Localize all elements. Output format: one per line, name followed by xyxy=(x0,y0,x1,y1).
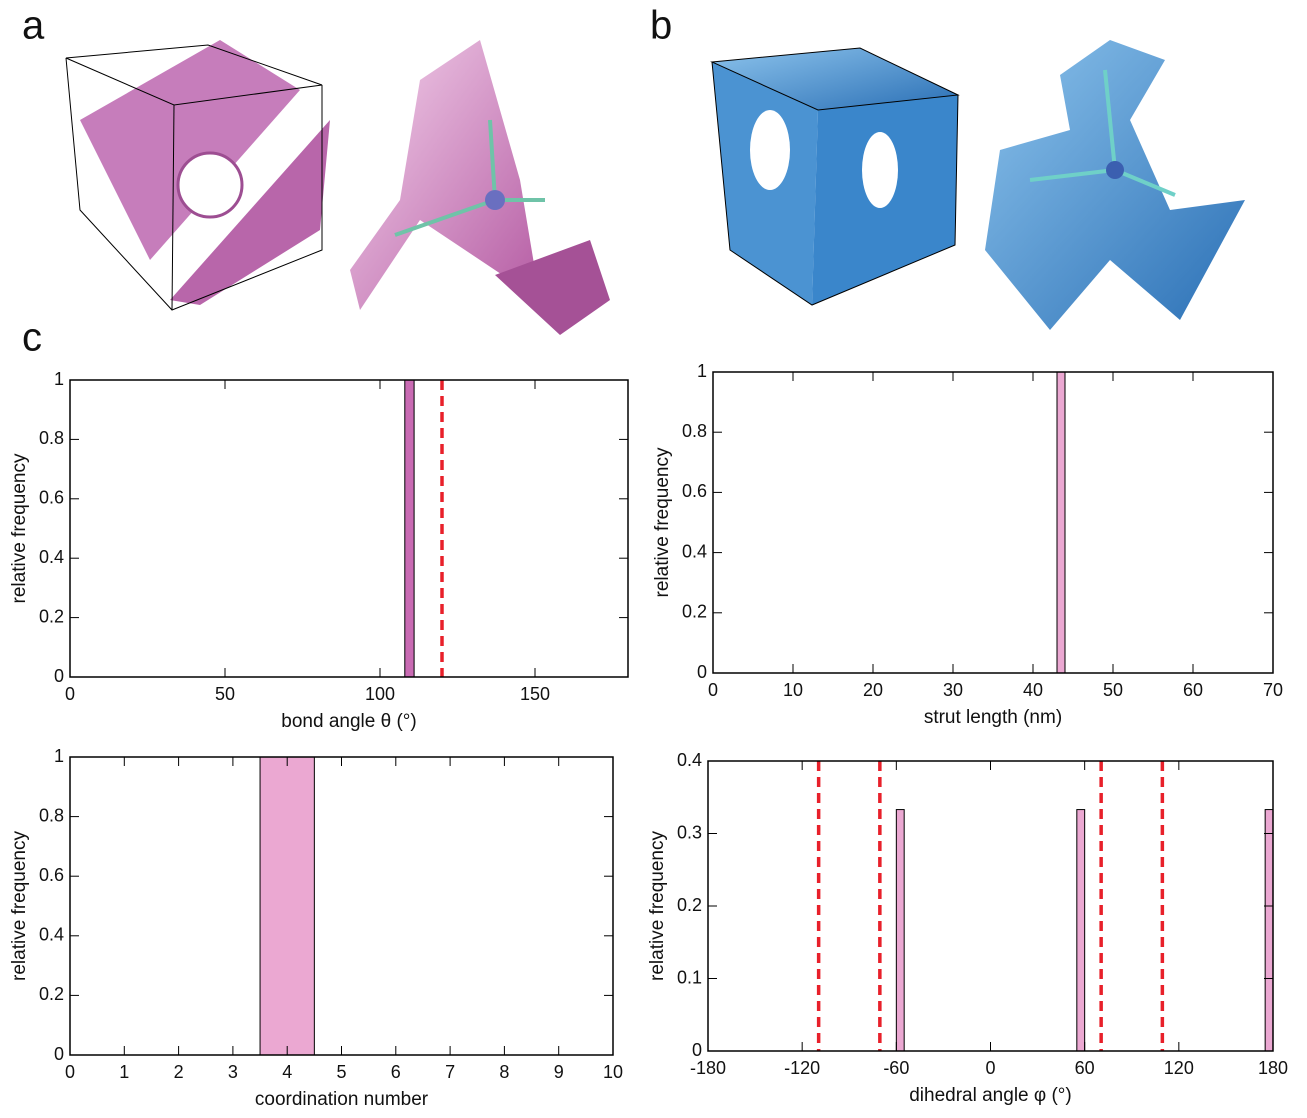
x-tick-label: 180 xyxy=(1258,1058,1288,1078)
x-tick-label: 60 xyxy=(1183,680,1203,700)
x-axis-label: dihedral angle φ (°) xyxy=(909,1085,1072,1106)
y-tick-label: 0.2 xyxy=(39,984,64,1004)
x-tick-label: -120 xyxy=(784,1058,820,1078)
chart: 0 10 20 30 40 50 60 70 0 0.2 0.4 0.6 0.8 1 strut lengt… xyxy=(652,361,1283,728)
x-tick-label: 6 xyxy=(391,1062,401,1082)
y-tick-label: 0.6 xyxy=(682,481,707,501)
y-axis-label: relative frequency xyxy=(652,447,673,597)
y-tick-label: 0.1 xyxy=(677,967,702,987)
x-tick-label: 4 xyxy=(282,1062,292,1082)
x-tick-label: 150 xyxy=(520,684,550,704)
x-tick-label: 0 xyxy=(65,684,75,704)
y-tick-label: 0.8 xyxy=(682,421,707,441)
x-tick-label: -60 xyxy=(883,1058,909,1078)
y-tick-label: 0.6 xyxy=(39,865,64,885)
plot-frame xyxy=(713,372,1273,673)
x-tick-label: 2 xyxy=(174,1062,184,1082)
y-tick-label: 0.2 xyxy=(682,602,707,622)
x-tick-label: 100 xyxy=(365,684,395,704)
panel-label: c xyxy=(22,316,42,360)
render-b-cube xyxy=(712,48,958,305)
y-tick-label: 0 xyxy=(692,1040,702,1060)
page: a b c 05010015000.20.40.60.81bond angle … xyxy=(0,0,1307,1118)
figure: a b c 05010015000.20.40.60.81bond angle … xyxy=(0,0,1307,1118)
y-tick-label: 0.2 xyxy=(677,895,702,915)
bar xyxy=(1265,810,1273,1051)
plot-frame xyxy=(70,380,628,677)
y-tick-label: 0.4 xyxy=(39,925,64,945)
plot-frame xyxy=(708,761,1273,1051)
y-axis-label: relative frequency xyxy=(9,453,30,603)
y-tick-label: 1 xyxy=(54,746,64,766)
y-tick-label: 0.4 xyxy=(677,750,702,770)
render-a-node xyxy=(350,40,610,335)
render-a-cube xyxy=(66,40,330,310)
x-axis-label: strut length (nm) xyxy=(924,707,1062,728)
chart: 0 50 100 150 0 0.2 0.4 0.6 0.8 1 bond angle θ (°) r… xyxy=(9,369,628,732)
y-tick-label: 0 xyxy=(54,666,64,686)
x-axis-label: bond angle θ (°) xyxy=(281,711,416,732)
y-axis-label: relative frequency xyxy=(647,831,668,981)
x-tick-label: 0 xyxy=(985,1058,995,1078)
x-tick-label: 50 xyxy=(1103,680,1123,700)
panel-label: a xyxy=(22,4,45,48)
y-tick-label: 0.8 xyxy=(39,428,64,448)
y-tick-label: 0 xyxy=(697,662,707,682)
x-tick-label: 50 xyxy=(215,684,235,704)
x-tick-label: 0 xyxy=(708,680,718,700)
y-tick-label: 0.4 xyxy=(682,541,707,561)
x-tick-label: 5 xyxy=(336,1062,346,1082)
y-tick-label: 0.6 xyxy=(39,488,64,508)
x-tick-label: 70 xyxy=(1263,680,1283,700)
x-tick-label: 10 xyxy=(783,680,803,700)
x-tick-label: 120 xyxy=(1164,1058,1194,1078)
y-tick-label: 0.8 xyxy=(39,805,64,825)
chart: -180 -120 -60 0 60 120 180 0 0.1 0.2 0.3 0.4 dihedra… xyxy=(647,750,1288,1106)
x-tick-label: 8 xyxy=(499,1062,509,1082)
x-axis-label: coordination number xyxy=(255,1089,429,1110)
x-tick-label: 3 xyxy=(228,1062,238,1082)
y-tick-label: 1 xyxy=(697,361,707,381)
y-tick-label: 0 xyxy=(54,1044,64,1064)
y-tick-label: 0.2 xyxy=(39,606,64,626)
panel-label: b xyxy=(650,4,672,48)
x-tick-label: 7 xyxy=(445,1062,455,1082)
x-tick-label: 30 xyxy=(943,680,963,700)
x-tick-label: -180 xyxy=(690,1058,726,1078)
bar xyxy=(260,757,314,1055)
y-tick-label: 0.4 xyxy=(39,547,64,567)
x-tick-label: 9 xyxy=(554,1062,564,1082)
chart: 0 1 2 3 4 5 6 7 8 9 10 0 0.2 0.4 0.6 0.8 1 coordination n… xyxy=(9,746,623,1110)
x-tick-label: 40 xyxy=(1023,680,1043,700)
x-tick-label: 10 xyxy=(603,1062,623,1082)
bar xyxy=(405,380,414,677)
x-tick-label: 20 xyxy=(863,680,883,700)
bar xyxy=(1057,372,1065,673)
x-tick-label: 0 xyxy=(65,1062,75,1082)
bar xyxy=(896,810,904,1051)
render-b-node xyxy=(985,40,1245,330)
x-tick-label: 60 xyxy=(1075,1058,1095,1078)
y-tick-label: 0.3 xyxy=(677,822,702,842)
plot-frame xyxy=(70,757,613,1055)
bar xyxy=(1077,810,1085,1051)
y-tick-label: 1 xyxy=(54,369,64,389)
y-axis-label: relative frequency xyxy=(9,831,30,981)
x-tick-label: 1 xyxy=(119,1062,129,1082)
